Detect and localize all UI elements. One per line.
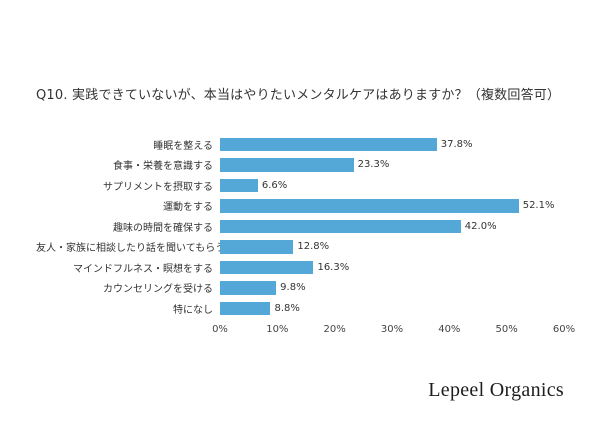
bar-track: 52.1% [220,199,564,213]
bar [220,137,437,151]
x-axis-tick: 40% [438,323,461,335]
value-label: 6.6% [261,179,288,191]
brand-logo: Lepeel Organics [428,379,564,401]
value-label: 8.8% [274,302,300,314]
chart-title: Q10. 実践できていないが、本当はやりたいメンタルケアはありますか？（複数回答… [36,88,561,103]
bar-track: 9.8% [220,281,564,295]
x-axis-tick: 50% [495,323,518,335]
bar [220,301,271,315]
category-label: 趣味の時間を確保する [113,222,213,234]
value-label: 42.0% [464,220,497,232]
category-label: カウンセリングを受ける [103,284,213,296]
category-label: マインドフルネス・瞑想をする [73,263,213,275]
x-axis-tick: 60% [552,323,576,335]
bar-track: 42.0% [220,219,564,233]
value-label: 52.1% [522,200,555,212]
category-label: 運動をする [163,202,213,214]
chart-row: 睡眠を整える 37.8% [36,134,564,155]
chart-row: 特になし 8.8% [36,298,564,319]
category-label: 友人・家族に相談したり話を聞いてもらう [36,243,226,255]
bar [220,178,258,192]
chart-row: マインドフルネス・瞑想をする 16.3% [36,257,564,278]
x-axis-tick: 10% [266,323,289,335]
chart-row: 運動をする 52.1% [36,196,564,217]
value-label: 9.8% [280,282,306,294]
x-axis-tick: 0% [212,323,228,335]
category-label: 食事・栄養を意識する [113,161,213,173]
bar-track: 37.8% [220,137,564,151]
value-label: 23.3% [357,159,390,171]
value-label: 16.3% [317,261,350,273]
bar-track: 16.3% [220,260,564,274]
chart-row: 友人・家族に相談したり話を聞いてもらう 12.8% [36,237,564,258]
x-axis: 0% 10% 20% 30% 40% 50% 60% [212,323,575,340]
x-axis-tick: 20% [323,323,346,335]
bar-chart: 睡眠を整える 37.8% 食事・栄養を意識する 23.3% サプリメントを摂取する 6.6… [36,134,575,340]
value-label: 37.8% [440,138,473,150]
chart-row: カウンセリングを受ける 9.8% [36,278,564,299]
bar-track: 6.6% [220,178,564,192]
bar [220,281,277,295]
bar [220,219,461,233]
category-label: 睡眠を整える [153,140,213,152]
chart-rows: 睡眠を整える 37.8% 食事・栄養を意識する 23.3% サプリメントを摂取する 6.6… [36,134,564,319]
chart-row: サプリメントを摂取する 6.6% [36,175,564,196]
bar [220,158,354,172]
bar [220,240,294,254]
bar [220,260,314,274]
bar [220,199,519,213]
chart-row: 食事・栄養を意識する 23.3% [36,155,564,176]
category-label: サプリメントを摂取する [103,181,213,193]
category-label: 特になし [173,304,213,316]
x-axis-tick: 30% [380,323,404,335]
value-label: 12.8% [297,241,330,253]
bar-track: 23.3% [220,158,564,172]
bar-track: 8.8% [220,301,564,315]
chart-row: 趣味の時間を確保する 42.0% [36,216,564,237]
bar-track: 12.8% [220,240,564,254]
